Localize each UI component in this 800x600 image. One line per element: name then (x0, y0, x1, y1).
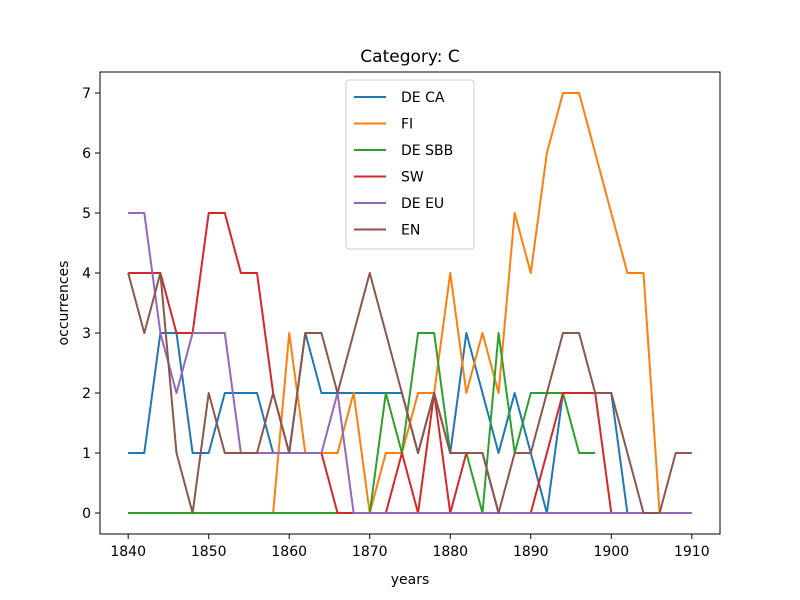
x-tick-label: 1870 (352, 544, 388, 560)
y-axis-label: occurrences (56, 261, 72, 346)
x-tick-label: 1900 (593, 544, 629, 560)
legend-label: EN (401, 223, 420, 239)
plot-frame (99, 71, 721, 535)
legend-label: SW (401, 170, 424, 186)
y-tick-label: 4 (82, 266, 91, 282)
legend-label: FI (401, 117, 413, 133)
x-tick-label: 1850 (191, 544, 227, 560)
y-tick-label: 2 (82, 386, 91, 402)
legend-box (345, 79, 475, 250)
series-lines (127, 92, 692, 514)
x-tick-label: 1880 (432, 544, 468, 560)
y-tick-label: 3 (82, 326, 91, 342)
legend-label: DE CA (401, 90, 445, 106)
legend-label: DE SBB (401, 143, 453, 159)
y-tick-label: 6 (82, 146, 91, 162)
y-tick-label: 0 (82, 506, 91, 522)
x-tick-label: 1860 (271, 544, 307, 560)
series-line-de-eu (128, 212, 692, 514)
legend: DE CA FI DE SBB SW DE EU EN (345, 79, 475, 250)
y-tick-label: 1 (82, 446, 91, 462)
legend-label: DE EU (401, 196, 444, 212)
series-line-en (127, 272, 692, 514)
x-tick-label: 1890 (513, 544, 549, 560)
y-axis-ticks: 0 1 2 3 4 5 6 7 (82, 86, 100, 522)
x-axis-ticks: 1840 1850 1860 1870 1880 1890 1900 1910 (110, 534, 710, 560)
chart-title: Category: C (360, 47, 459, 67)
x-tick-label: 1910 (674, 544, 710, 560)
x-tick-label: 1840 (110, 544, 146, 560)
x-axis-label: years (391, 572, 430, 588)
series-line-sw (128, 212, 692, 514)
y-tick-label: 5 (82, 206, 91, 222)
y-tick-label: 7 (82, 86, 91, 102)
